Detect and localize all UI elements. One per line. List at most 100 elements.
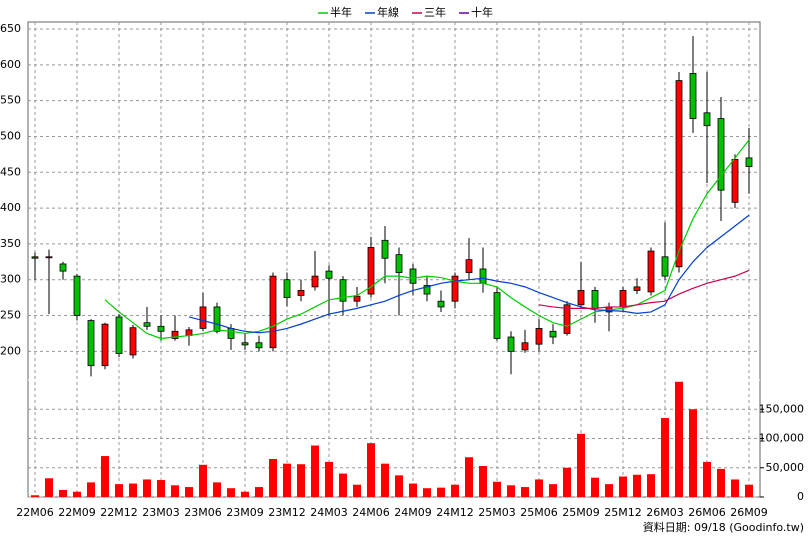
candle-body bbox=[339, 279, 347, 302]
candle-body bbox=[101, 323, 109, 367]
volume-bar bbox=[507, 485, 515, 497]
candle-body bbox=[367, 247, 375, 295]
x-tick-label: 22M12 bbox=[100, 506, 138, 519]
volume-bar bbox=[437, 487, 445, 497]
candle-body bbox=[115, 316, 123, 354]
candle-body bbox=[577, 290, 585, 306]
candle-body bbox=[171, 330, 179, 339]
candle-body bbox=[325, 270, 333, 279]
legend-label: 三年 bbox=[424, 5, 446, 19]
volume-bar bbox=[521, 487, 529, 497]
volume-bar bbox=[283, 463, 291, 497]
candle-body bbox=[619, 290, 627, 308]
volume-bar bbox=[199, 464, 207, 497]
volume-bar bbox=[381, 463, 389, 497]
x-tick-label: 23M09 bbox=[226, 506, 264, 519]
volume-bar bbox=[59, 489, 67, 497]
candle-body bbox=[507, 336, 515, 352]
legend-label: 十年 bbox=[471, 5, 493, 19]
plot-frame bbox=[27, 21, 761, 498]
candle-body bbox=[437, 300, 445, 308]
volume-bar bbox=[185, 487, 193, 497]
volume-bar bbox=[367, 443, 375, 497]
x-tick-label: 25M12 bbox=[604, 506, 642, 519]
volume-bar bbox=[731, 479, 739, 497]
volume-bar bbox=[633, 474, 641, 497]
x-tick-label: 22M06 bbox=[16, 506, 54, 519]
footnote: 資料日期: 09/18 (Goodinfo.tw) bbox=[643, 520, 804, 534]
volume-bar bbox=[689, 409, 697, 497]
candle-body bbox=[745, 157, 753, 167]
volume-bar bbox=[409, 483, 417, 497]
volume-bar bbox=[157, 480, 165, 497]
x-tick-label: 23M06 bbox=[184, 506, 222, 519]
volume-bar bbox=[563, 467, 571, 497]
y-tick-label: 450 bbox=[0, 165, 21, 178]
candle-body bbox=[563, 304, 571, 334]
ma-line bbox=[104, 139, 750, 340]
volume-bar bbox=[87, 482, 95, 497]
volume-bar bbox=[353, 484, 361, 497]
volume-bar bbox=[115, 484, 123, 497]
candle-body bbox=[535, 328, 543, 345]
x-tick-label: 25M06 bbox=[520, 506, 558, 519]
candle-body bbox=[661, 256, 669, 277]
volume-bar bbox=[619, 476, 627, 497]
candle-body bbox=[717, 118, 725, 191]
volume-bar bbox=[311, 445, 319, 497]
x-tick-label: 26M09 bbox=[730, 506, 768, 519]
x-tick-label: 25M03 bbox=[478, 506, 516, 519]
volume-bar bbox=[241, 491, 249, 497]
candle-body bbox=[353, 295, 361, 302]
volume-bar bbox=[101, 456, 109, 497]
y-tick-label: 300 bbox=[0, 273, 21, 286]
candle-body bbox=[703, 112, 711, 127]
candle-body bbox=[633, 286, 641, 291]
candle-body bbox=[465, 259, 473, 273]
candle-body bbox=[521, 342, 529, 351]
volume-bar bbox=[325, 461, 333, 497]
x-tick-label: 23M03 bbox=[142, 506, 180, 519]
candle-body bbox=[479, 268, 487, 284]
volume-bar bbox=[675, 381, 683, 497]
x-tick-label: 24M06 bbox=[352, 506, 390, 519]
volume-bar bbox=[73, 491, 81, 497]
volume-bar bbox=[577, 433, 585, 497]
y-tick-label: 550 bbox=[0, 94, 21, 107]
y-tick-label: 350 bbox=[0, 237, 21, 250]
volume-bar bbox=[213, 482, 221, 497]
volume-bar bbox=[395, 475, 403, 497]
volume-bar bbox=[661, 418, 669, 497]
ma-line bbox=[188, 214, 750, 334]
candle-body bbox=[591, 290, 599, 309]
candle-body bbox=[241, 342, 249, 346]
candle-body bbox=[689, 73, 697, 119]
candle-body bbox=[87, 320, 95, 367]
x-tick-label: 24M09 bbox=[394, 506, 432, 519]
candle-body bbox=[549, 330, 557, 338]
volume-bar bbox=[745, 484, 753, 497]
candle-body bbox=[255, 342, 263, 349]
legend-label: 年線 bbox=[377, 5, 399, 19]
candle-body bbox=[283, 279, 291, 299]
y-tick-label: 250 bbox=[0, 309, 21, 322]
x-tick-label: 22M09 bbox=[58, 506, 96, 519]
y2-tick-label: 100,000 bbox=[759, 432, 805, 445]
volume-bar bbox=[717, 468, 725, 497]
volume-bar bbox=[549, 484, 557, 497]
candle-body bbox=[423, 285, 431, 295]
candle-body bbox=[199, 306, 207, 329]
volume-bar bbox=[255, 487, 263, 497]
y-tick-label: 500 bbox=[0, 129, 21, 142]
volume-bar bbox=[479, 465, 487, 497]
candle-body bbox=[143, 322, 151, 327]
candle-body bbox=[731, 158, 739, 203]
y2-tick-label: 0 bbox=[797, 490, 804, 503]
volume-bar bbox=[465, 457, 473, 497]
candle-body bbox=[73, 275, 81, 316]
candle-body bbox=[269, 275, 277, 349]
candle-body bbox=[227, 328, 235, 339]
y2-tick-label: 50,000 bbox=[766, 461, 805, 474]
x-tick-label: 23M12 bbox=[268, 506, 306, 519]
